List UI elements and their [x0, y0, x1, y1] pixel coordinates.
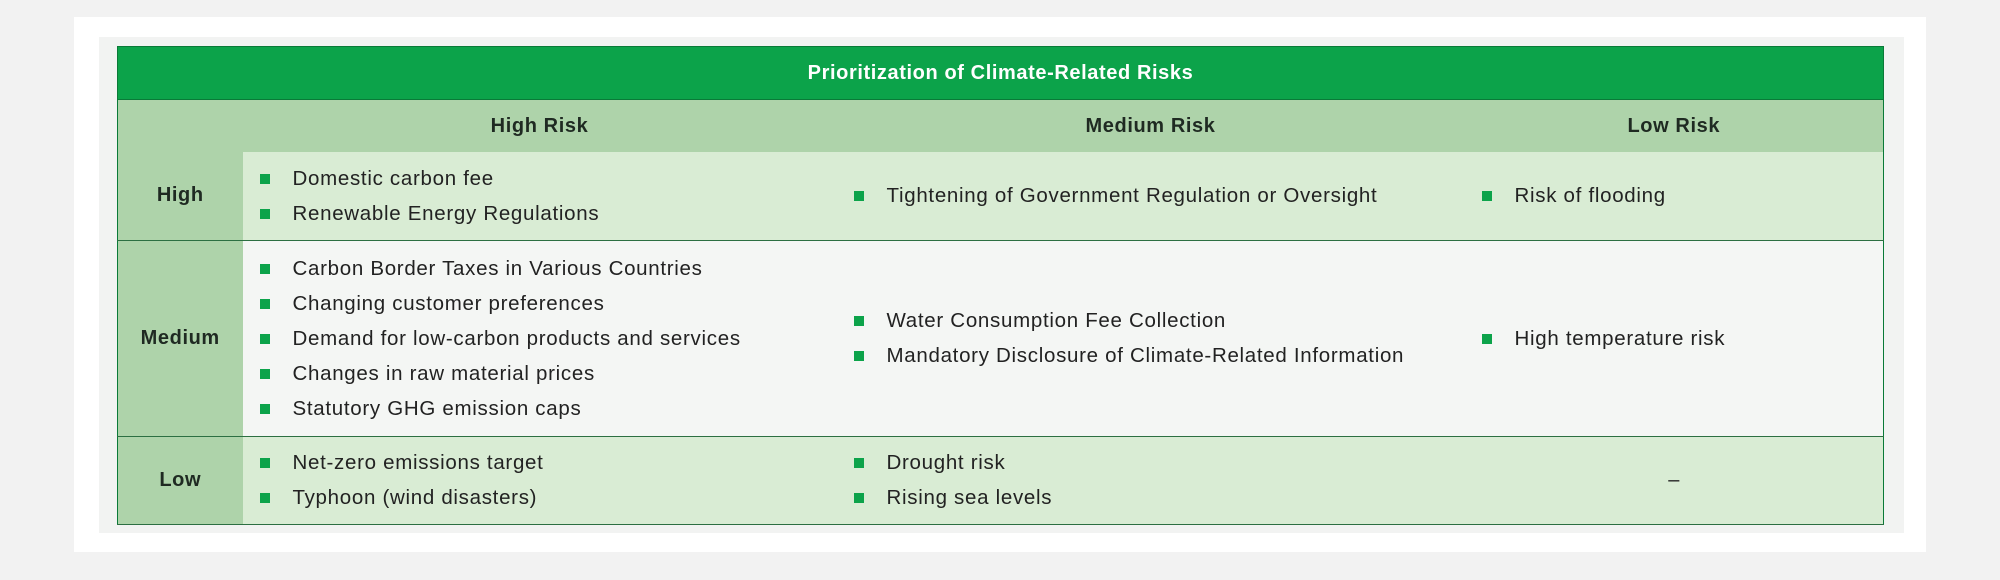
table-row: Low Net-zero emissions target Typhoon (w… — [117, 436, 1885, 525]
list-item: Tightening of Government Regulation or O… — [853, 178, 1465, 213]
list-item: Statutory GHG emission caps — [259, 391, 837, 426]
list-item: Water Consumption Fee Collection — [853, 303, 1465, 338]
cell-low-medium: Drought risk Rising sea levels — [836, 436, 1465, 525]
list-item: Typhoon (wind disasters) — [259, 480, 837, 515]
list-item: High temperature risk — [1481, 321, 1884, 356]
cell-medium-low: High temperature risk — [1464, 240, 1885, 437]
cell-high-low: Risk of flooding — [1464, 152, 1885, 241]
list-item: Changing customer preferences — [259, 286, 837, 321]
cell-medium-medium: Water Consumption Fee Collection Mandato… — [836, 240, 1465, 437]
header-corner — [117, 99, 243, 152]
list-item: Renewable Energy Regulations — [259, 196, 837, 231]
cell-low-low: – — [1464, 436, 1885, 525]
list-item: Drought risk — [853, 445, 1465, 480]
column-header-medium-risk: Medium Risk — [836, 99, 1465, 152]
table-title: Prioritization of Climate-Related Risks — [116, 46, 1885, 100]
list-item: Demand for low-carbon products and servi… — [259, 321, 837, 356]
cell-medium-high: Carbon Border Taxes in Various Countries… — [242, 240, 837, 437]
list-item: Mandatory Disclosure of Climate-Related … — [853, 338, 1465, 373]
row-label-high: High — [117, 152, 243, 241]
list-item: Carbon Border Taxes in Various Countries — [259, 251, 837, 286]
table-row: Medium Carbon Border Taxes in Various Co… — [117, 240, 1885, 437]
list-item: Domestic carbon fee — [259, 161, 837, 196]
empty-dash: – — [1668, 468, 1680, 491]
list-item: Risk of flooding — [1481, 178, 1884, 213]
row-label-low: Low — [117, 436, 243, 525]
column-header-high-risk: High Risk — [242, 99, 837, 152]
row-label-medium: Medium — [117, 240, 243, 437]
cell-high-high: Domestic carbon fee Renewable Energy Reg… — [242, 152, 837, 241]
column-header-low-risk: Low Risk — [1464, 99, 1885, 152]
cell-high-medium: Tightening of Government Regulation or O… — [836, 152, 1465, 241]
list-item: Changes in raw material prices — [259, 356, 837, 391]
cell-low-high: Net-zero emissions target Typhoon (wind … — [242, 436, 837, 525]
risk-priority-table: Prioritization of Climate-Related Risks … — [116, 46, 1885, 525]
list-item: Rising sea levels — [853, 480, 1465, 515]
list-item: Net-zero emissions target — [259, 445, 837, 480]
table-row: High Domestic carbon fee Renewable Energ… — [117, 152, 1885, 241]
